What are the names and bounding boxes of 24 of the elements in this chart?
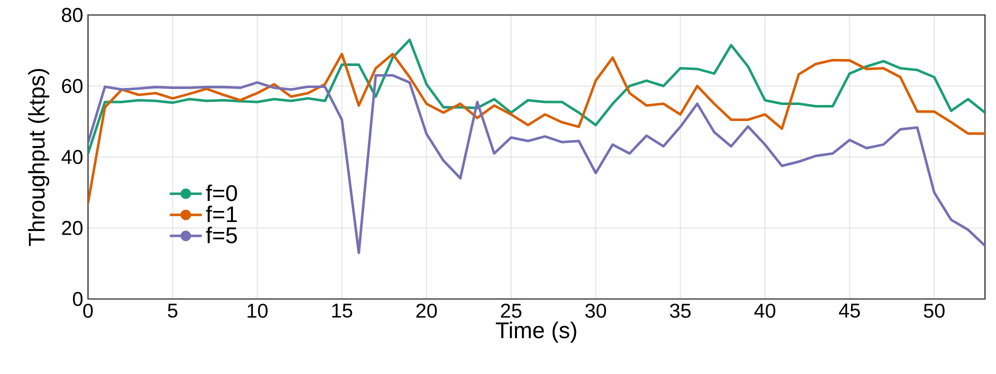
y-tick-label: 40 (62, 150, 83, 164)
x-tick-label: 40 (754, 304, 776, 318)
x-tick-label: 25 (500, 304, 522, 318)
x-axis-title: Time (s) (496, 322, 576, 343)
x-tick-label: 35 (670, 304, 691, 318)
x-tick-label: 5 (168, 304, 178, 318)
y-tick-label: 20 (62, 220, 83, 236)
y-axis-title: Throughput (ktps) (28, 68, 50, 246)
legend-label: f=0 (206, 184, 237, 202)
x-tick-label: 30 (585, 304, 606, 318)
line-series (88, 38, 985, 155)
x-tick-label: 15 (332, 304, 352, 318)
y-tick-label: 80 (62, 8, 83, 22)
legend-label: f=1 (206, 206, 237, 222)
x-tick-label: 10 (248, 304, 268, 318)
x-tick-label: 0 (83, 304, 93, 318)
x-tick-label: 20 (416, 304, 437, 318)
line-series (88, 52, 985, 204)
x-tick-label: 45 (838, 304, 860, 318)
x-tick-label: 50 (924, 304, 945, 318)
line-series (88, 74, 985, 254)
y-tick-label: 60 (62, 78, 83, 94)
legend-label: f=5 (206, 226, 237, 244)
y-tick-label: 0 (72, 292, 83, 306)
